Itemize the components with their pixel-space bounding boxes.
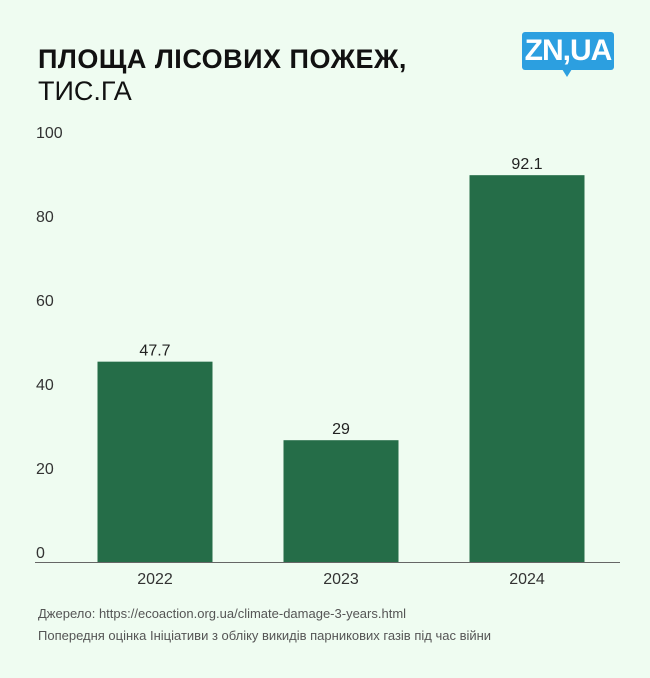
data-label: 47.7 <box>139 343 170 360</box>
y-tick-label: 80 <box>36 209 54 226</box>
y-tick-label: 40 <box>36 377 54 394</box>
source-text: Джерело: https://ecoaction.org.ua/climat… <box>38 606 407 621</box>
note-text: Попередня оцінка Ініціативи з обліку вик… <box>38 628 492 643</box>
data-label: 92.1 <box>511 156 542 173</box>
chart-subtitle: ТИС.ГА <box>38 76 132 106</box>
chart-title: ПЛОЩА ЛІСОВИХ ПОЖЕЖ, <box>38 44 407 74</box>
data-label: 29 <box>332 421 350 438</box>
x-tick-label: 2022 <box>137 571 173 588</box>
x-tick-label: 2024 <box>509 571 545 588</box>
bar-2024 <box>469 175 585 562</box>
y-tick-label: 100 <box>36 125 63 142</box>
y-tick-label: 60 <box>36 293 54 310</box>
y-tick-label: 0 <box>36 545 45 562</box>
zn-ua-logo: ZN,UA <box>522 32 614 77</box>
bar-2023 <box>283 440 399 562</box>
x-tick-label: 2023 <box>323 571 359 588</box>
y-tick-label: 20 <box>36 461 54 478</box>
bar-2022 <box>97 361 213 562</box>
